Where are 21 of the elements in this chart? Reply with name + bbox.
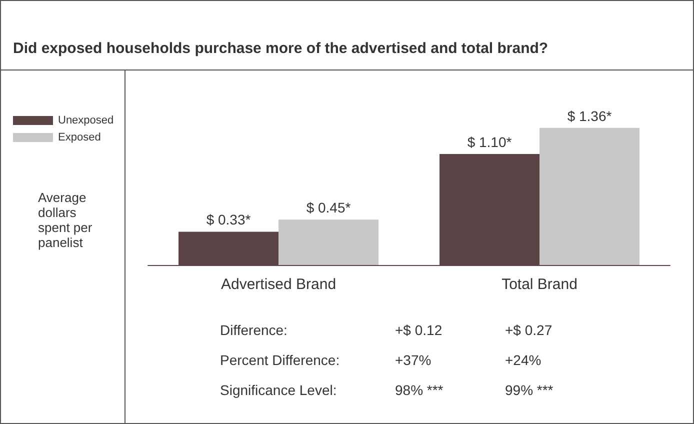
y-axis-title: Average dollars spent per panelist <box>38 190 96 250</box>
x-tick-label: Advertised Brand <box>220 276 336 293</box>
text: 99% *** <box>505 382 554 398</box>
text: +24% <box>505 352 542 368</box>
bar <box>540 128 640 265</box>
legend-label: Exposed <box>58 132 101 144</box>
text: +37% <box>395 352 432 368</box>
data-label: $ 1.10* <box>467 134 512 150</box>
text: +$ 0.12 <box>395 322 442 338</box>
text: Percent Difference: <box>220 352 340 368</box>
data-label: $ 0.45* <box>306 200 352 216</box>
text: 98% *** <box>395 382 444 398</box>
legend-label: Unexposed <box>58 114 114 126</box>
text: Significance Level: <box>220 382 337 398</box>
x-tick-label: Total Brand <box>502 276 578 293</box>
text: Difference: <box>220 322 288 338</box>
bar <box>278 220 378 265</box>
chart-title: Did exposed households purchase more of the advertised and total brand? <box>13 40 548 57</box>
data-label: $ 1.36* <box>567 108 612 124</box>
text: +$ 0.27 <box>505 322 552 338</box>
data-label: $ 0.33* <box>206 212 252 228</box>
